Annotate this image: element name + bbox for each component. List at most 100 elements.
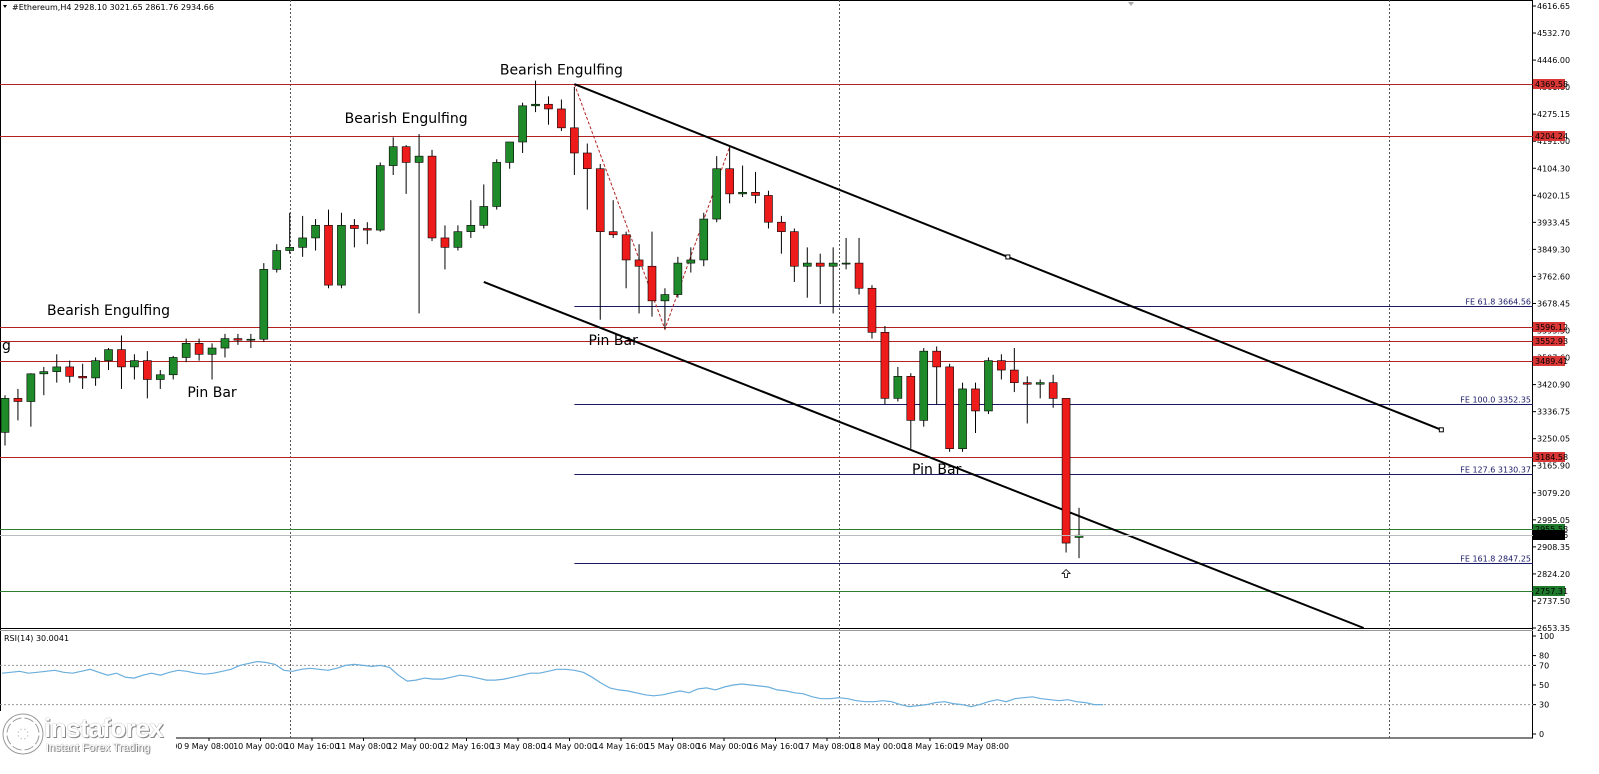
price-tick-label: 4532.70 <box>1537 29 1570 38</box>
bullish-candle <box>492 162 502 207</box>
bearish-candle <box>233 338 243 341</box>
brand-tagline: Instant Forex Trading <box>46 742 150 754</box>
time-tick-label: 9 May 08:00 <box>184 742 234 751</box>
bullish-candle <box>660 294 670 302</box>
bearish-candle <box>143 360 152 380</box>
price-tick-label: 2908.35 <box>1537 543 1570 552</box>
time-tick-label: 15 May 08:00 <box>645 742 700 751</box>
price-tick-label: 3079.20 <box>1537 489 1570 498</box>
time-tick-label: 14 May 16:00 <box>594 742 649 751</box>
scroll-marker-icon <box>1128 2 1134 6</box>
bearish-candle <box>854 262 864 289</box>
bullish-candle <box>958 388 967 449</box>
chevron-down-icon[interactable] <box>3 5 7 8</box>
price-level-badge-label: 4204.24 <box>1535 132 1568 141</box>
price-level-badge-label: 3596.12 <box>1535 323 1568 332</box>
bullish-candle <box>0 398 10 433</box>
current-price-badge <box>1533 530 1565 540</box>
bullish-candle <box>802 262 812 267</box>
price-level-badge <box>1533 452 1565 462</box>
fe-level-label: FE 161.8 2847.25 <box>1460 555 1531 564</box>
bullish-candle <box>285 247 294 251</box>
bearish-candle <box>932 350 941 368</box>
price-level-badge-label: 2955.58 <box>1535 525 1568 534</box>
channel-handle <box>1005 254 1011 260</box>
time-tick-label: 12 May 16:00 <box>439 742 494 751</box>
bearish-candle <box>194 343 204 355</box>
price-level-badge-label: 4369.58 <box>1535 80 1568 89</box>
bullish-candle <box>984 360 993 412</box>
bearish-candle <box>751 192 760 196</box>
bearish-candle <box>557 108 566 129</box>
bearish-candle <box>1061 398 1071 544</box>
bullish-candle <box>828 262 838 267</box>
bearish-candle <box>117 349 126 368</box>
price-tick-label: 3933.45 <box>1537 218 1570 227</box>
price-tick-label: 2737.50 <box>1537 597 1570 606</box>
channel-lower-line <box>483 281 1365 629</box>
bearish-candle <box>78 376 87 379</box>
bullish-candle <box>712 168 722 220</box>
price-level-badge-label: 3489.41 <box>1535 357 1568 366</box>
price-levels <box>0 84 1533 592</box>
bullish-candle <box>699 218 709 261</box>
bearish-candle <box>815 262 825 267</box>
bearish-candle <box>65 366 74 377</box>
price-tick-label: 4616.65 <box>1537 2 1570 11</box>
bullish-candle <box>453 231 463 248</box>
time-tick-label: 14 May 00:00 <box>542 742 597 751</box>
edge-label: g <box>2 338 11 354</box>
bullish-candle <box>272 250 282 270</box>
bullish-candle <box>104 349 113 361</box>
price-tick-label: 4446.00 <box>1537 56 1570 65</box>
bullish-candle <box>168 357 178 376</box>
price-tick-label: 3250.05 <box>1537 435 1570 444</box>
bearish-candle <box>427 155 437 239</box>
bullish-candle <box>893 376 903 399</box>
bullish-candle <box>479 206 489 226</box>
bullish-candle <box>207 347 217 355</box>
bearish-candle <box>880 332 890 399</box>
bearish-candle <box>363 228 372 231</box>
bullish-candle <box>505 141 514 163</box>
pattern-label: Pin Bar <box>589 333 639 349</box>
bearish-candle <box>350 225 359 229</box>
pattern-annotations: Bearish Engulfing Bearish Engulfing Bearis… <box>2 62 1072 578</box>
pattern-label: Pin Bar <box>912 462 962 478</box>
rsi-tick-label: 70 <box>1539 661 1549 670</box>
bullish-candle <box>39 371 49 375</box>
price-tick-label: 4104.30 <box>1537 164 1570 173</box>
price-level-badge-label: 2757.31 <box>1535 587 1568 596</box>
price-level-badge <box>1533 586 1565 596</box>
bearish-candle <box>777 221 786 232</box>
rsi-tick-label: 50 <box>1539 681 1549 690</box>
bullish-candle <box>298 237 307 248</box>
candles <box>0 80 1084 559</box>
bearish-candle <box>544 103 553 110</box>
bullish-candle <box>26 373 36 402</box>
fibonacci-expansion: FE 61.8 3664.56 FE 100.0 3352.35 FE 127.6 … <box>573 83 1533 564</box>
fe-level-label: FE 100.0 3352.35 <box>1460 396 1531 405</box>
time-tick-label: 13 May 08:00 <box>491 742 546 751</box>
bullish-candle <box>414 155 424 163</box>
time-tick-label: 11 May 08:00 <box>336 742 391 751</box>
bullish-candle <box>259 269 269 340</box>
time-tick-label: 12 May 00:00 <box>388 742 443 751</box>
pattern-label: Pin Bar <box>187 385 237 401</box>
bullish-candle <box>673 262 683 295</box>
bearish-candle <box>725 168 734 195</box>
bearish-candle <box>764 195 773 223</box>
current-price-label: 2934.66 <box>1535 531 1568 540</box>
bearish-candle <box>582 152 592 170</box>
chart-symbol-label: #Ethereum,H4 2928.10 3021.65 2861.76 293… <box>12 3 214 12</box>
price-tick-label: 3678.45 <box>1537 299 1570 308</box>
bullish-candle <box>1035 382 1045 385</box>
bullish-candle <box>311 225 320 239</box>
time-tick-label: 16 May 16:00 <box>748 742 803 751</box>
price-tick-label: 4020.15 <box>1537 191 1570 200</box>
bullish-candle <box>375 165 385 231</box>
